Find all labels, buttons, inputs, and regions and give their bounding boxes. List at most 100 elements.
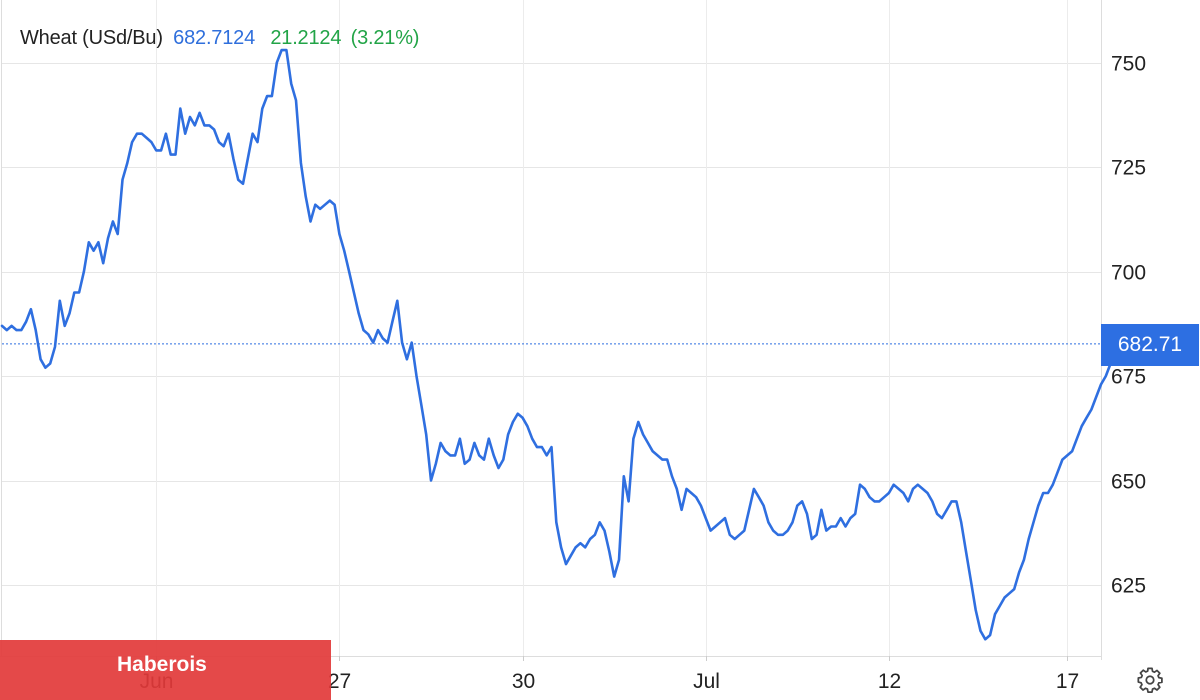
series-point [946,509,948,511]
series-point [700,505,702,507]
series-point [329,200,331,202]
series-point [1100,383,1102,385]
series-point [681,509,683,511]
series-point [526,425,529,427]
series-point [208,124,210,126]
series-point [603,530,606,532]
series-point [1066,454,1068,456]
series-point [594,534,596,536]
series-point [25,321,27,323]
x-tick-label: 12 [878,670,901,693]
series-point [835,525,837,528]
series-point [825,530,827,532]
series-point [271,95,273,97]
series-point [266,95,268,97]
series-point [705,517,707,519]
series-point [1,325,3,327]
series-point [353,291,355,294]
series-point [391,321,393,323]
series-point [1028,538,1030,540]
series-point [1018,571,1020,574]
series-point [531,438,533,440]
series-point [965,550,967,553]
series-point [989,634,991,636]
series-point [1071,450,1073,452]
series-point [628,500,630,502]
series-point [724,517,726,519]
series-point [570,555,572,557]
series-point [816,534,818,536]
series-point [1042,492,1044,494]
series-point [97,241,99,243]
series-point [83,271,85,273]
series-point [382,337,384,339]
series-point [1061,459,1063,461]
series-point [970,580,972,582]
series-point [454,454,456,456]
settings-button[interactable] [1136,666,1164,694]
series-point [174,154,177,156]
series-point [714,525,717,528]
y-axis-ticks: 625 650 675 700 725 750 [1111,53,1146,598]
series-point [464,463,466,465]
series-point [772,530,774,532]
series-point [734,538,736,540]
series-point [348,271,350,273]
series-point [830,525,832,528]
series-point [902,492,905,494]
y-tick-label: 725 [1111,157,1146,180]
series-point [15,329,18,331]
series-point [883,496,885,498]
y-tick-label: 675 [1111,366,1146,389]
series-point [806,513,808,515]
series-point [618,559,620,561]
series-point [753,488,755,490]
series-point [719,521,721,523]
series-point [502,459,504,461]
series-point [729,534,731,536]
series-point [782,534,784,536]
series-point [926,492,929,494]
series-point [276,62,278,64]
series-point [483,459,485,461]
series-points [1,49,1117,640]
series-point [49,362,51,365]
series-point [589,538,591,540]
series-point [931,500,933,502]
series-point [975,609,977,611]
series-point [338,233,340,235]
series-point [497,467,500,469]
series-point [213,128,215,131]
series-point [155,149,157,151]
series-point [401,342,403,344]
series-point [141,133,143,135]
series-point [907,500,909,502]
series-point [777,534,779,536]
series-point [305,195,307,197]
series-point [840,517,842,519]
series-point [242,183,244,185]
series-point [459,438,461,440]
series-point [546,454,548,456]
series-point [1032,521,1035,523]
series-point [59,300,61,302]
series-point [199,112,201,114]
series-point [170,154,172,156]
series-point [522,417,524,419]
series-point [107,237,109,239]
series-point [1085,417,1088,419]
series-point [54,346,56,348]
series-point [252,133,254,135]
series-point [261,108,263,110]
series-point [951,500,953,502]
series-point [420,404,422,406]
series-point [941,517,943,519]
series-point [984,638,986,640]
series-point [488,438,490,440]
series-point [1008,592,1011,594]
series-point [1090,408,1092,411]
series-point [999,605,1001,607]
series-point [579,542,582,544]
series-point [1047,492,1049,494]
series-point [623,475,625,477]
